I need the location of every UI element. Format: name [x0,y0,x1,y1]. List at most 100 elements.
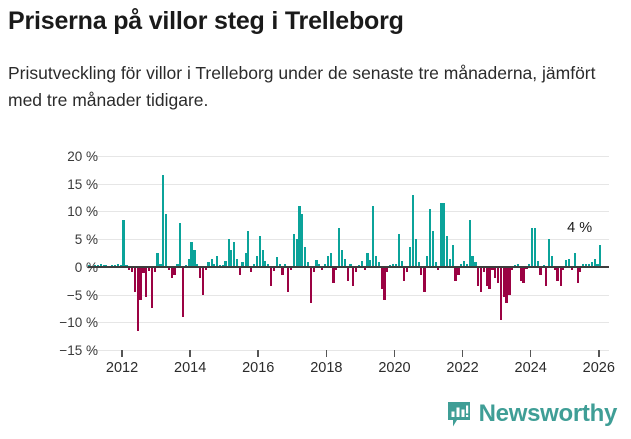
bar [102,264,105,267]
bar [270,266,273,287]
x-axis-tick-label: 2024 [514,360,547,376]
bar [261,250,264,267]
bar [346,266,349,281]
bar [585,263,588,267]
bar [255,255,258,267]
bar [460,264,463,267]
newsworthy-logo: Newsworthy [446,399,617,429]
bar [156,253,159,267]
x-axis-tick-label: 2026 [582,360,615,376]
bar [457,266,460,276]
bar [542,264,545,267]
bar [539,266,542,276]
bar [130,266,133,273]
bar [176,263,179,267]
gridline [88,239,609,241]
bar [201,266,205,295]
bar [326,255,329,267]
x-axis: 2012 2014 2016 2018 2020 2022 2024 2026 [88,350,615,384]
bar [187,258,190,267]
x-axis-tick-label: 2014 [174,360,207,376]
logo-wordmark: Newsworthy [478,400,618,427]
y-axis-tick-label: 15 % [67,176,98,192]
bar [494,266,497,278]
bar [355,266,358,273]
bar [414,239,417,267]
bar [238,266,241,276]
bar [219,264,222,267]
bar [357,264,361,267]
bar [207,262,210,267]
bar [468,219,471,267]
bar [397,233,400,267]
bar [491,266,494,270]
bar [136,266,139,331]
bar [380,266,383,289]
bar [423,266,426,292]
bar [545,266,548,287]
bar [247,230,250,267]
bar [116,264,120,267]
plot-area: 4 % [88,156,609,351]
bar [323,263,327,267]
bar [352,266,355,287]
bar [258,236,261,267]
bar [241,262,244,267]
y-axis-tick-label: −15 % [59,343,98,358]
bar [562,266,565,271]
bar [133,266,137,292]
bar [190,241,193,267]
gridline [88,211,609,213]
bar [570,266,573,270]
bar [150,266,154,309]
bar [267,264,270,267]
bar [511,266,514,270]
bar [94,264,97,267]
x-axis-tick [393,350,396,357]
bar [312,266,315,273]
bar [599,244,602,267]
zero-axis-line [88,265,609,268]
bar [528,264,531,267]
page-title: Priserna på villor steg i Trelleborg [8,7,404,35]
bar [451,244,454,267]
x-axis-tick [597,350,600,357]
bar [579,266,582,273]
bar [170,266,173,278]
bar [519,266,522,281]
bar [488,266,491,289]
bar [329,253,332,267]
bar [301,214,304,267]
y-axis-tick-label: 0 % [74,259,98,275]
bar [536,261,539,267]
bar [244,253,247,267]
bar [508,266,511,295]
bar [437,266,440,271]
bar [471,255,474,267]
bar [162,175,165,267]
x-axis-tick-label: 2016 [242,360,275,376]
bar [289,266,293,271]
bar [360,261,363,267]
bar [281,266,284,276]
x-axis-tick [461,350,464,357]
bar [264,261,267,267]
bar [587,264,590,267]
bar [477,266,480,287]
value-annotation: 4 % [567,220,593,237]
bar [448,258,452,267]
bar [338,228,341,267]
gridline [88,156,609,157]
bar [167,266,171,270]
y-axis-tick-label: −10 % [59,315,98,331]
bar [153,266,156,273]
bar [318,264,321,267]
bar [443,203,446,267]
bar [145,266,148,298]
bar [482,266,486,273]
bar [287,266,290,292]
bar [198,266,202,278]
bar [374,255,378,267]
bar [213,264,216,267]
newsworthy-bar-chart-bubble-icon [447,401,470,426]
